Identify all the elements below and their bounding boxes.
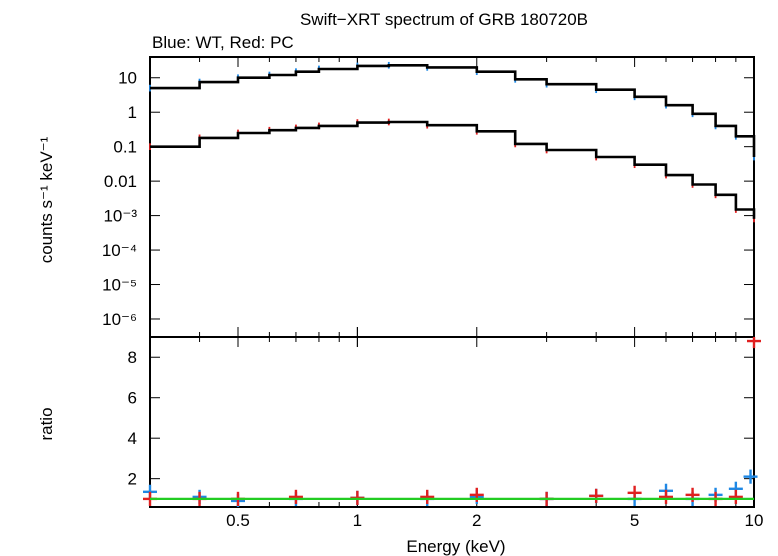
bottom-x-tick-label: 2 xyxy=(472,511,481,530)
top-y-tick-label: 0.1 xyxy=(113,138,137,157)
top-y-tick-label: 0.01 xyxy=(104,172,137,191)
chart-title: Swift−XRT spectrum of GRB 180720B xyxy=(300,10,588,29)
bottom-y-tick-label: 4 xyxy=(128,429,137,448)
top-y-tick-label: 10⁻⁵ xyxy=(102,276,137,295)
top-y-tick-label: 10 xyxy=(118,69,137,88)
spectrum-series-line xyxy=(150,64,755,157)
ratio-panel: 0.5 1 2 5 10 2 4 6 8 xyxy=(128,336,764,530)
bottom-y-tick-label: 2 xyxy=(128,470,137,489)
bottom-x-tick-label: 1 xyxy=(353,511,362,530)
bottom-y-tick-label: 6 xyxy=(128,389,137,408)
top-frame xyxy=(149,56,755,338)
model-line xyxy=(150,120,756,219)
spectrum-panel: 10 1 0.1 0.01 10⁻³ 10⁻⁴ 10⁻⁵ 10⁻⁶ xyxy=(102,56,756,338)
top-y-tick-label: 10⁻⁶ xyxy=(102,310,137,329)
chart-subtitle: Blue: WT, Red: PC xyxy=(152,33,294,52)
bottom-x-tick-label: 10 xyxy=(745,511,764,530)
model-line xyxy=(150,64,756,157)
top-y-tick-label: 1 xyxy=(128,103,137,122)
bottom-y-tick-label: 8 xyxy=(128,348,137,367)
bottom-x-tick-label: 0.5 xyxy=(226,511,250,530)
x-axis-label: Energy (keV) xyxy=(406,537,505,556)
top-y-tick-label: 10⁻³ xyxy=(103,207,137,226)
bottom-frame xyxy=(149,336,755,508)
bottom-ylabel: ratio xyxy=(37,407,56,440)
bottom-x-tick-label: 5 xyxy=(630,511,639,530)
top-y-tick-label: 10⁻⁴ xyxy=(102,241,137,260)
top-ylabel: counts s⁻¹ keV⁻¹ xyxy=(37,136,56,263)
spectrum-series-line xyxy=(150,121,755,219)
